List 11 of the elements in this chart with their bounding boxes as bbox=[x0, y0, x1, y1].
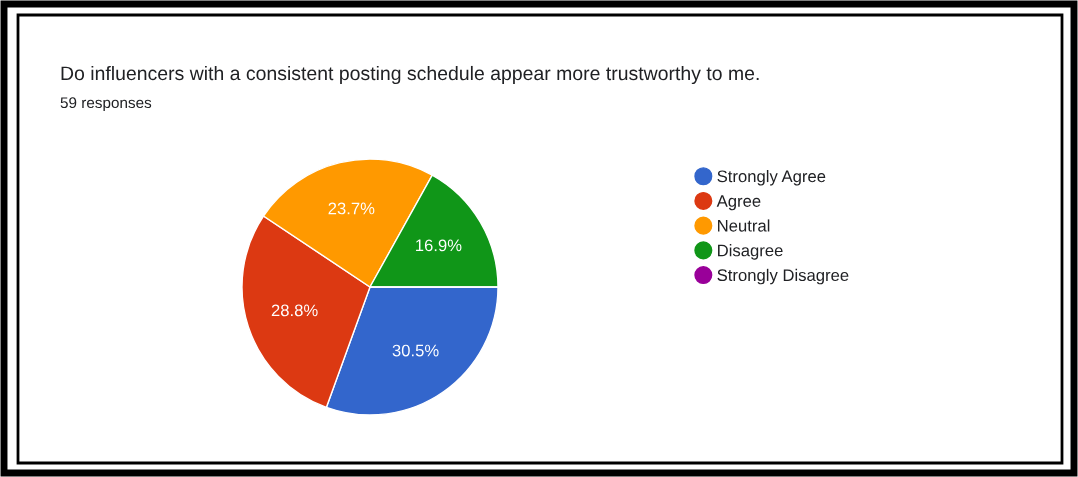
legend-label: Neutral bbox=[718, 219, 770, 232]
legend-label: Strongly Agree bbox=[717, 170, 826, 186]
legend-label: Disagree bbox=[718, 244, 783, 260]
data-label: 30.5% bbox=[392, 344, 439, 357]
data-label: 16.9% bbox=[416, 239, 462, 252]
data-label: 23.7% bbox=[328, 202, 375, 215]
data-label: 28.8% bbox=[271, 304, 318, 317]
legend-label: Strongly Disagree bbox=[717, 268, 849, 285]
legend-label: Agree bbox=[716, 195, 761, 211]
chart-title: Do influencers with a consistent posting schedule appear more trustworthy to me. bbox=[61, 65, 759, 85]
text: 59 responses bbox=[60, 97, 152, 112]
